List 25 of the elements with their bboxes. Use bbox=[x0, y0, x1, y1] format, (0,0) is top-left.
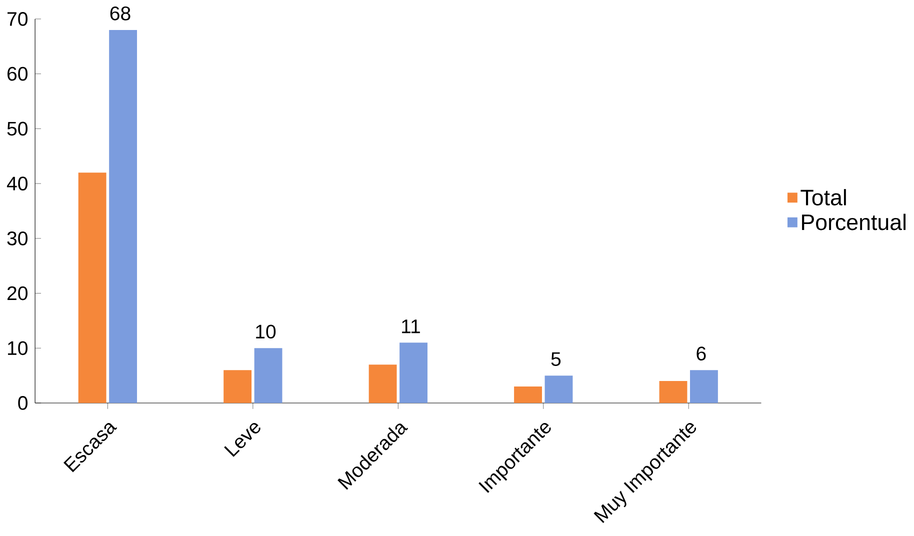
bar bbox=[109, 30, 138, 403]
y-tick-label: 0 bbox=[18, 396, 28, 410]
y-tick-label: 20 bbox=[8, 286, 28, 300]
data-label: 5 bbox=[551, 352, 561, 366]
y-tick-label: 30 bbox=[7, 231, 28, 246]
data-label: 68 bbox=[110, 6, 130, 20]
bar bbox=[224, 370, 252, 403]
bar bbox=[368, 364, 397, 403]
y-tick-label: 50 bbox=[7, 122, 28, 136]
data-label: 11 bbox=[402, 320, 420, 333]
bar bbox=[254, 348, 282, 403]
bar bbox=[690, 370, 718, 403]
bar bbox=[659, 380, 688, 403]
bar bbox=[544, 375, 573, 403]
bar bbox=[400, 342, 428, 403]
y-tick-label: 70 bbox=[8, 12, 28, 26]
bar bbox=[78, 172, 106, 403]
data-label: 6 bbox=[696, 346, 706, 360]
bar bbox=[514, 386, 542, 403]
legend-label: Total bbox=[800, 188, 846, 206]
y-tick-label: 10 bbox=[8, 341, 28, 355]
data-label: 10 bbox=[256, 324, 276, 338]
y-tick-label: 60 bbox=[8, 66, 28, 81]
legend-label: Porcentual bbox=[802, 214, 906, 230]
y-tick-label: 40 bbox=[6, 176, 28, 190]
